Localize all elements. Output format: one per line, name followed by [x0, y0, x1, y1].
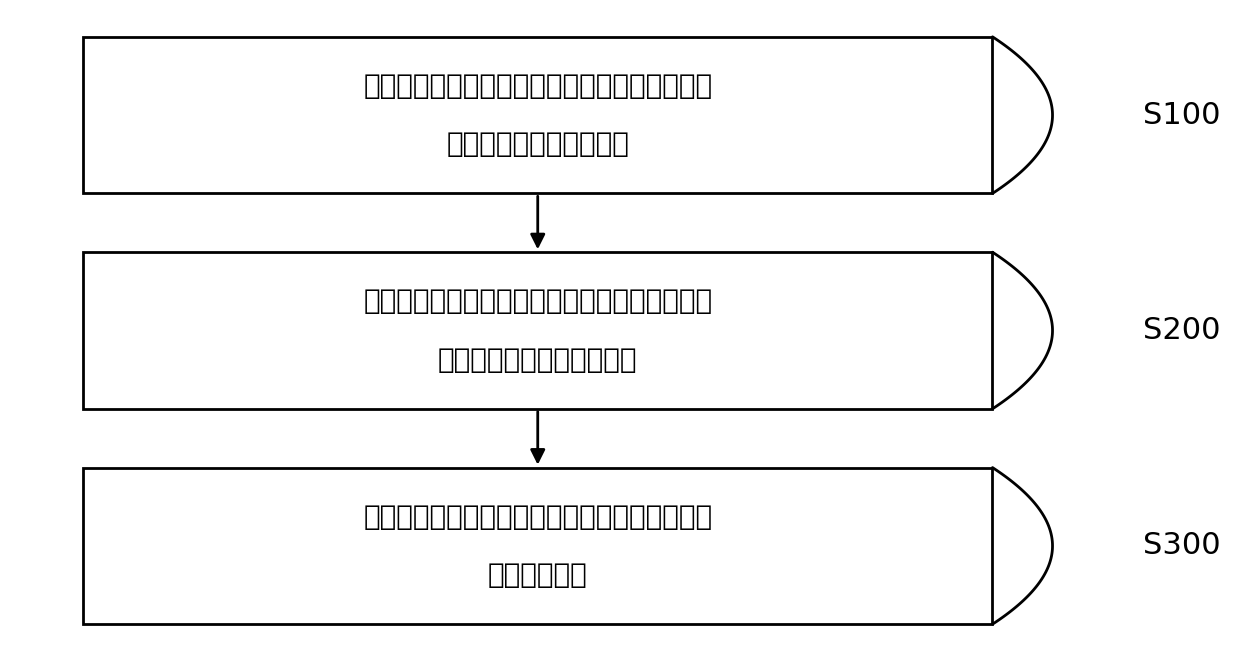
- Text: S300: S300: [1143, 531, 1220, 561]
- Text: 各元器件工作进行功能检测: 各元器件工作进行功能检测: [438, 346, 637, 374]
- Text: 过的提示信息: 过的提示信息: [487, 561, 588, 589]
- Text: 当检测到各元器件自检通过后，控制制冷设备的: 当检测到各元器件自检通过后，控制制冷设备的: [363, 287, 712, 315]
- Text: S200: S200: [1143, 316, 1220, 345]
- Text: S100: S100: [1143, 100, 1220, 130]
- Bar: [83, 37, 992, 194]
- Bar: [83, 467, 992, 624]
- Text: 设备的各元器件进行自检: 设备的各元器件进行自检: [446, 130, 629, 159]
- Bar: [83, 253, 992, 408]
- Text: 当检测到功能检测通过后，输出制冷设备自检通: 当检测到功能检测通过后，输出制冷设备自检通: [363, 502, 712, 531]
- Text: 接收自检控制指令，根据自检控制指令控制制冷: 接收自检控制指令，根据自检控制指令控制制冷: [363, 72, 712, 100]
